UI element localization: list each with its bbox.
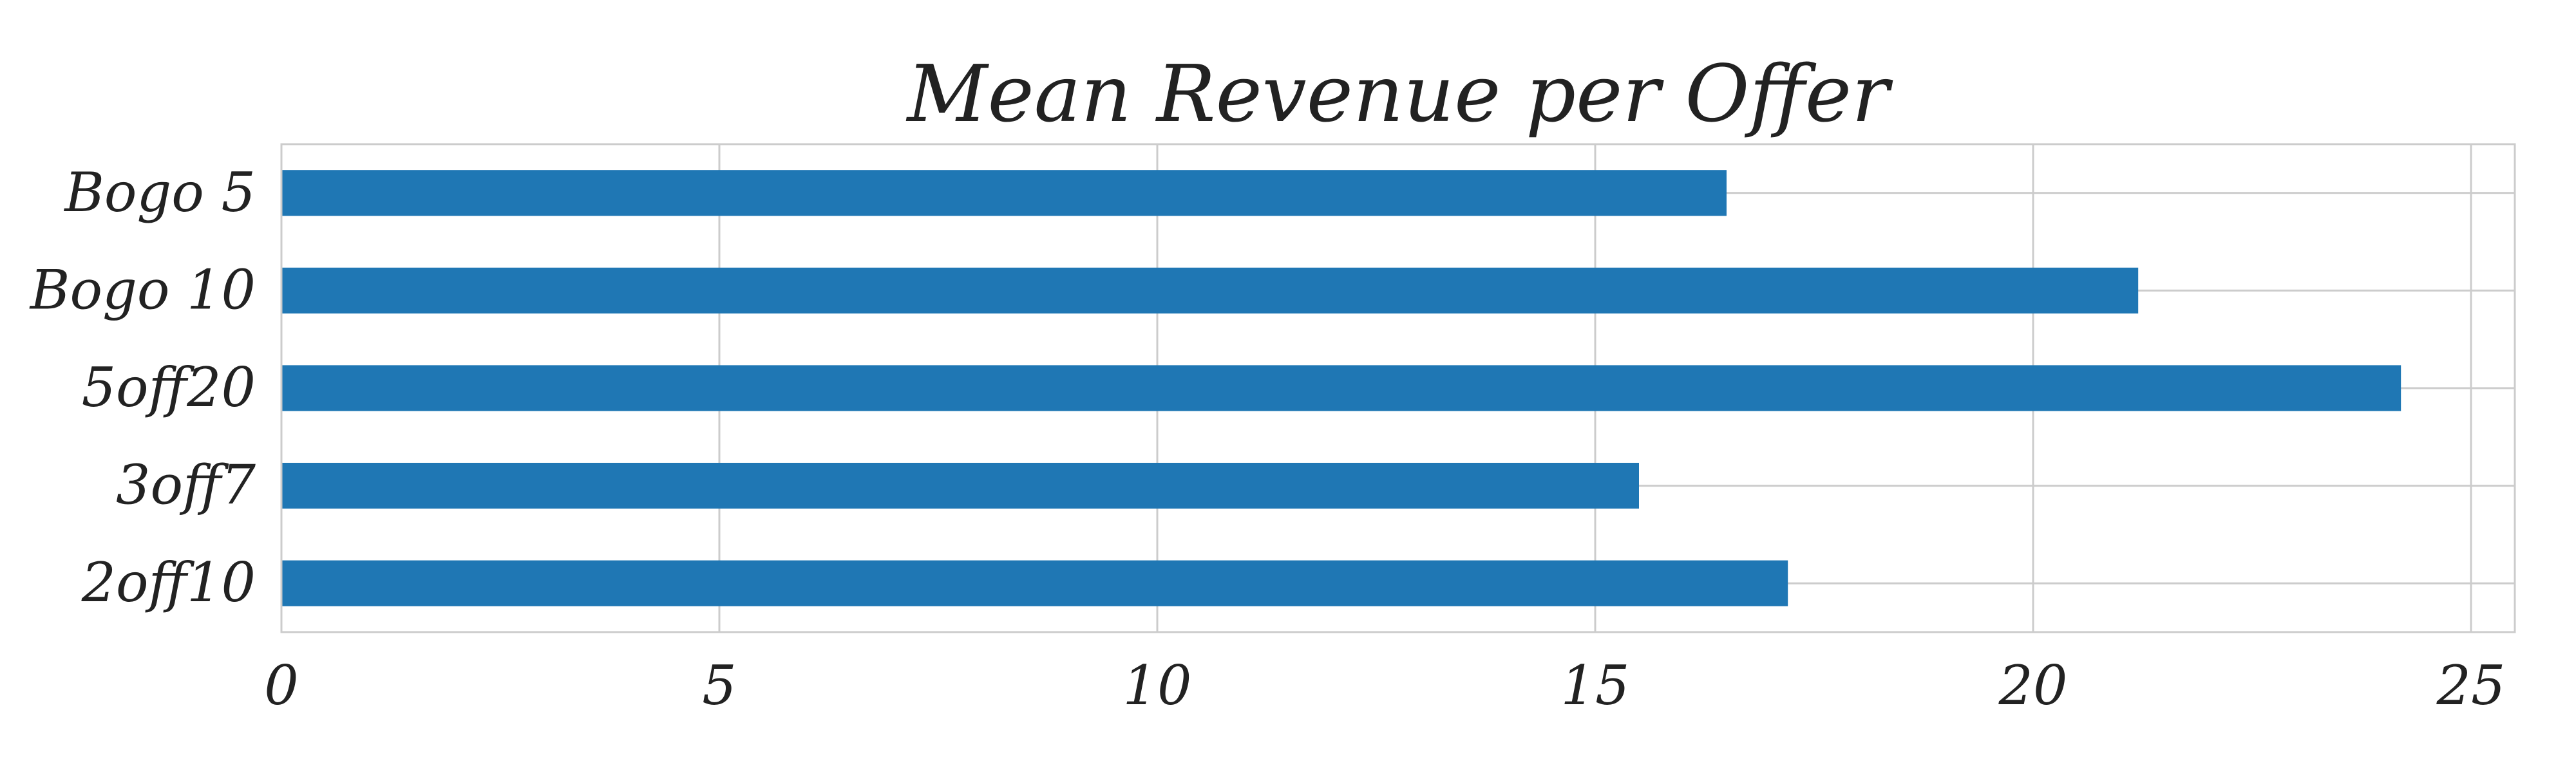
x-tick-label: 15 [1561, 654, 1630, 717]
bar-layer [281, 170, 2401, 606]
y-tick-label: Bogo 5 [63, 161, 256, 224]
bar-2off10 [281, 560, 1788, 606]
y-tick-label: Bogo 10 [29, 258, 256, 321]
y-tick-label: 3off7 [116, 454, 256, 517]
bar-3off7 [281, 462, 1639, 509]
x-tick-label: 0 [264, 654, 298, 717]
plot-frame [280, 143, 2516, 633]
x-tick-labels: 0 5 10 15 20 25 [264, 654, 2505, 717]
x-tick-label: 5 [702, 654, 736, 717]
x-tick-label: 25 [2436, 654, 2506, 717]
x-tick-label: 20 [1998, 654, 2068, 717]
y-tick-label: 5off20 [82, 356, 256, 419]
chart-title: Mean Revenue per Offer [906, 48, 1894, 140]
x-tick-label: 10 [1123, 654, 1192, 717]
y-tick-label: 2off10 [81, 551, 256, 614]
y-tick-labels: Bogo 5 Bogo 10 5off20 3off7 2off10 [29, 161, 256, 614]
bar-bogo-5 [281, 170, 1727, 216]
bar-5off20 [281, 365, 2401, 411]
bar-bogo-10 [281, 267, 2139, 314]
